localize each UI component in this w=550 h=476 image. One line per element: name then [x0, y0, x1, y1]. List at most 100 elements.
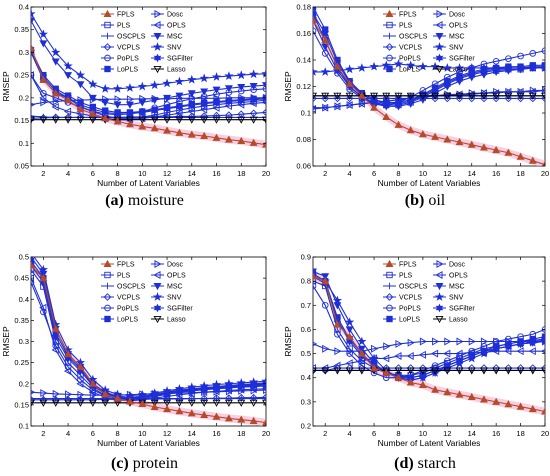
data-point — [381, 60, 391, 70]
data-point — [51, 89, 60, 97]
data-point — [200, 105, 208, 114]
data-point — [75, 70, 86, 80]
data-point — [63, 61, 73, 70]
axes: 2 4 6 8 10 12 14 16 18 20 0.06 0.08 0.1 0.12 0.14 0.16 0… — [296, 3, 549, 179]
data-point — [163, 116, 172, 124]
data-point — [39, 116, 48, 124]
data-point — [431, 385, 440, 393]
data-point — [174, 76, 185, 86]
data-point — [38, 264, 48, 274]
data-point — [517, 63, 524, 70]
data-point — [333, 361, 341, 370]
series-lasso — [31, 116, 266, 124]
data-point — [187, 116, 196, 124]
legend-label: VCPLS — [399, 295, 422, 302]
data-point — [249, 109, 258, 118]
x-tick-label: 20 — [262, 169, 270, 178]
x-tick-label: 4 — [348, 169, 352, 178]
data-point — [212, 133, 221, 141]
data-point — [39, 75, 48, 83]
data-point — [382, 92, 391, 100]
data-point — [517, 52, 524, 60]
legend-label: Lasso — [167, 67, 186, 74]
data-point — [455, 367, 464, 375]
data-point — [333, 367, 342, 375]
legend-label: Dosc — [449, 262, 465, 269]
data-point — [163, 395, 171, 403]
data-point — [394, 92, 403, 100]
data-point — [432, 337, 440, 346]
data-point — [212, 399, 221, 407]
legend: FPLS Dosc PLS OPLS OSCPLS MSC VCPLS SNV PoPLS SGF… — [101, 9, 193, 74]
x-tick-label: 4 — [348, 429, 352, 438]
data-point — [101, 114, 110, 122]
data-point — [357, 367, 366, 375]
legend: FPLS Dosc PLS OPLS OSCPLS MSC VCPLS SNV PoPLS SGF… — [383, 9, 475, 74]
data-point — [382, 367, 391, 375]
data-point — [237, 393, 246, 402]
legend-marker — [435, 65, 444, 74]
legend-label: Dosc — [167, 12, 183, 19]
data-point — [371, 344, 379, 353]
data-point — [313, 367, 317, 375]
data-point — [38, 29, 48, 39]
data-point — [52, 97, 60, 106]
x-tick-label: 14 — [468, 169, 476, 178]
data-point — [333, 92, 342, 100]
data-point — [225, 97, 233, 104]
legend-marker — [153, 315, 162, 324]
x-tick-label: 8 — [396, 429, 400, 438]
x-tick-label: 10 — [419, 169, 427, 178]
data-point — [126, 95, 135, 104]
data-point — [492, 364, 500, 372]
data-point — [224, 135, 233, 143]
legend-label: FPLS — [399, 12, 417, 19]
x-tick-label: 14 — [188, 429, 196, 438]
data-point — [313, 341, 318, 347]
data-point — [52, 342, 60, 350]
data-point — [406, 378, 415, 386]
series-fpls — [31, 43, 266, 148]
legend-label: SNV — [449, 45, 464, 52]
data-point — [516, 367, 525, 375]
y-tick-label: 0.05 — [14, 162, 29, 171]
data-point — [541, 47, 545, 55]
data-point — [237, 136, 246, 145]
data-point — [370, 103, 379, 111]
data-point — [249, 416, 258, 424]
data-point — [345, 101, 353, 110]
legend-label: LoPLS — [399, 317, 420, 324]
data-point — [250, 95, 257, 102]
data-point — [31, 399, 35, 407]
series-fpls — [31, 261, 266, 426]
data-point — [313, 270, 317, 278]
x-tick-label: 12 — [163, 169, 171, 178]
data-point — [431, 132, 440, 140]
data-point — [163, 126, 172, 134]
data-point — [175, 395, 184, 403]
legend-marker — [385, 259, 394, 268]
legend-marker — [385, 9, 394, 18]
data-point — [39, 40, 48, 48]
data-point — [357, 349, 366, 357]
data-point — [238, 96, 245, 103]
data-point — [224, 399, 233, 407]
data-point — [313, 7, 317, 11]
data-point — [504, 148, 513, 156]
data-point — [480, 94, 488, 103]
legend-label: SNV — [167, 295, 182, 302]
data-point — [100, 83, 110, 93]
x-tick-label: 2 — [41, 169, 45, 178]
data-point — [64, 72, 73, 80]
data-point — [213, 383, 220, 391]
data-point — [101, 99, 110, 107]
data-point — [334, 330, 341, 338]
legend-marker — [104, 54, 111, 62]
data-point — [393, 59, 404, 68]
legend-label: LoPLS — [117, 317, 138, 324]
data-point — [418, 367, 427, 375]
legend-marker — [103, 293, 112, 301]
x-tick-label: 6 — [91, 169, 95, 178]
data-point — [237, 116, 246, 124]
data-point — [443, 349, 451, 358]
